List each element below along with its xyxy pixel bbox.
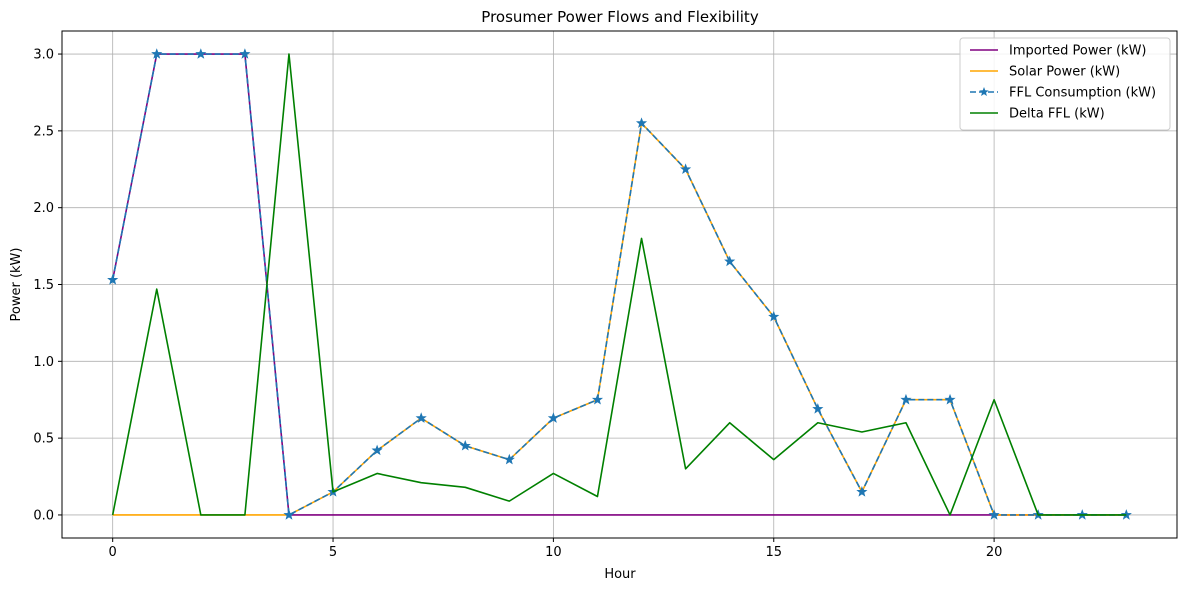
data-point-ffl-consumption [812,403,824,414]
x-tick-label: 5 [329,545,337,560]
x-tick-label: 15 [765,545,782,560]
y-tick-label: 0.5 [33,432,54,447]
legend-label: Imported Power (kW) [1009,44,1147,59]
data-point-ffl-consumption [768,310,780,322]
x-tick-label: 20 [986,545,1003,560]
data-point-ffl-consumption [988,509,1000,520]
series-line-delta-ffl [111,53,1127,516]
data-point-ffl-consumption [547,412,559,423]
x-axis-label: Hour [604,567,636,582]
data-point-ffl-consumption [239,48,251,59]
data-point-ffl-consumption [503,453,515,465]
data-point-ffl-consumption [151,48,163,59]
data-point-ffl-consumption [371,444,383,456]
grid [62,31,1177,538]
legend-label: Solar Power (kW) [1009,65,1120,80]
data-point-ffl-consumption [724,255,736,267]
data-point-ffl-consumption [415,412,427,423]
data-point-ffl-consumption [459,439,471,451]
y-tick-label: 3.0 [33,48,54,63]
data-point-ffl-consumption [635,117,648,128]
legend-label: Delta FFL (kW) [1009,107,1105,122]
data-point-ffl-consumption [283,509,295,520]
y-tick-label: 1.0 [33,355,54,370]
data-point-ffl-consumption [856,486,868,497]
y-axis-label: Power (kW) [9,248,24,322]
y-tick-label: 0.0 [33,508,54,523]
data-point-ffl-consumption [107,274,119,285]
legend-marker [979,87,989,97]
series-layer [107,48,1132,520]
y-tick-label: 2.0 [33,201,54,216]
legend: Imported Power (kW) Solar Power (kW) FFL C… [959,37,1171,131]
data-point-ffl-consumption [591,393,604,405]
series-line-ffl-consumption [111,53,1127,516]
x-tick-label: 10 [545,545,562,560]
x-tick-label: 0 [109,545,117,560]
y-tick-label: 2.5 [33,124,54,139]
data-point-ffl-consumption [944,393,956,405]
data-point-ffl-consumption [195,48,207,59]
y-tick-label: 1.5 [33,278,54,293]
data-point-ffl-consumption [900,393,912,405]
data-point-ffl-consumption [680,163,692,175]
ticks: 0 5 10 15 20 0.0 0.5 1.0 1.5 2.0 2.5 3.0 [33,48,1002,560]
legend-box [959,37,1171,131]
chart-title: Prosumer Power Flows and Flexibility [481,8,759,26]
legend-label: FFL Consumption (kW) [1009,86,1156,101]
